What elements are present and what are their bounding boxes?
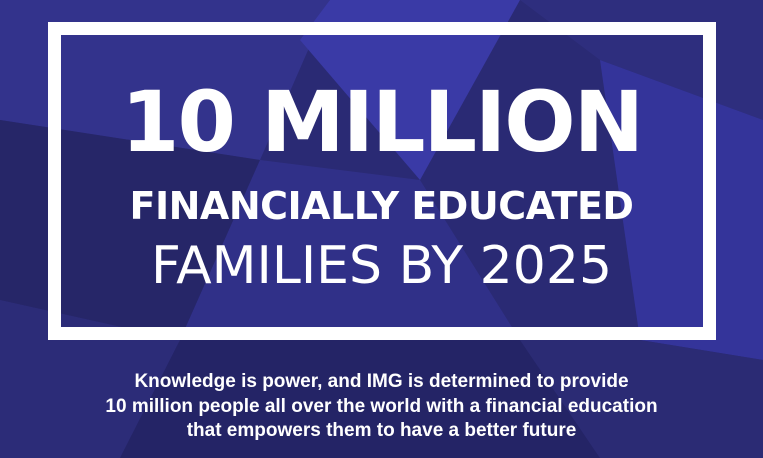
headline-frame: [48, 22, 716, 340]
tagline-line: 10 million people all over the world wit…: [105, 395, 658, 417]
tagline-paragraph: Knowledge is power, and IMG is determine…: [0, 370, 763, 444]
tagline-line: Knowledge is power, and IMG is determine…: [134, 371, 629, 392]
headline-10-million: 10 MILLION: [121, 73, 644, 171]
headline-financially-educated: FINANCIALLY EDUCATED: [129, 184, 634, 228]
tagline-line: that empowers them to have a better futu…: [186, 420, 577, 441]
headline-families-by-2025: FAMILIES BY 2025: [150, 236, 613, 296]
